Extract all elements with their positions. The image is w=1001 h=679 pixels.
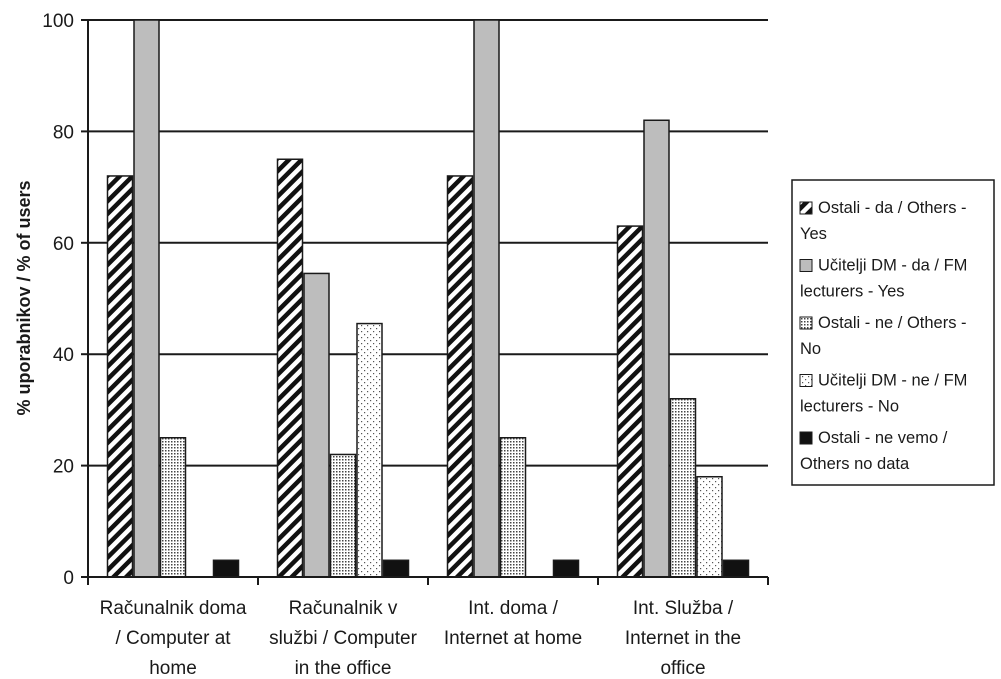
x-category-label: Int. Služba / — [633, 598, 734, 619]
legend-label-series2: Učitelji DM - da / FM — [818, 257, 967, 275]
x-category-labels: Računalnik doma / Computer at home Računaln… — [100, 598, 742, 679]
bar-series4-cat2 — [356, 322, 383, 578]
x-category-label: Internet in the — [625, 628, 741, 649]
bar-series2-cat2 — [303, 272, 330, 578]
legend-swatch-series2 — [799, 259, 813, 272]
legend-swatch-series5 — [799, 431, 813, 445]
y-tick-label-40: 40 — [53, 345, 74, 366]
bar-series5-cat2 — [382, 559, 410, 578]
legend-swatch-series3 — [799, 316, 813, 330]
y-tick-label-60: 60 — [53, 234, 74, 255]
bar-series1-cat4 — [616, 225, 644, 578]
bar-series2-cat3 — [473, 19, 500, 578]
legend-swatch-series1 — [799, 201, 813, 215]
legend-label-series3: No — [800, 340, 821, 358]
bar-series3-cat2 — [329, 453, 357, 578]
bar-series5-cat4 — [722, 559, 750, 578]
bar-series2-cat1 — [133, 19, 160, 578]
y-tick-label-100: 100 — [42, 11, 74, 32]
x-category-label: Računalnik doma — [100, 598, 247, 619]
x-category-label: / Computer at — [115, 628, 231, 649]
bar-series1-cat1 — [106, 175, 134, 578]
legend-label-series2: lecturers - Yes — [800, 283, 905, 301]
legend-label-series4: Učitelji DM - ne / FM — [818, 372, 967, 390]
y-tick-label-80: 80 — [53, 122, 74, 143]
y-tick-label-20: 20 — [53, 457, 74, 478]
x-category-label: Internet at home — [444, 628, 582, 649]
bar-series5-cat1 — [212, 559, 240, 578]
bar-series3-cat3 — [499, 437, 527, 578]
x-category-label: službi / Computer — [269, 628, 418, 649]
x-category-label: in the office — [295, 658, 392, 679]
bar-series1-cat3 — [446, 175, 474, 578]
y-tick-labels: 0 20 40 60 80 100 — [42, 11, 74, 589]
bar-series4-cat4 — [696, 475, 723, 578]
legend: Ostali - da / Others - Yes Učitelji DM - d… — [791, 179, 995, 486]
y-axis-title: % uporabnikov / % of users — [14, 180, 34, 415]
x-category-label: office — [660, 658, 705, 679]
bar-series3-cat1 — [159, 437, 187, 578]
bar-series5-cat3 — [552, 559, 580, 578]
legend-label-series4: lecturers - No — [800, 398, 899, 416]
x-category-label: Računalnik v — [289, 598, 398, 619]
x-category-label: Int. doma / — [468, 598, 558, 619]
legend-label-series3: Ostali - ne / Others - — [818, 314, 967, 332]
axes — [81, 20, 769, 585]
legend-label-series1: Yes — [800, 225, 827, 243]
bar-series1-cat2 — [276, 158, 304, 578]
legend-label-series5: Others no data — [800, 455, 910, 473]
legend-swatch-series4 — [799, 374, 813, 387]
bars — [106, 19, 750, 578]
bar-series3-cat4 — [669, 398, 697, 578]
x-category-label: home — [149, 658, 197, 679]
legend-box — [791, 179, 995, 486]
y-tick-label-0: 0 — [63, 568, 74, 589]
bar-series2-cat4 — [643, 119, 670, 578]
legend-label-series5: Ostali - ne vemo / — [818, 429, 948, 447]
legend-label-series1: Ostali - da / Others - — [818, 199, 967, 217]
